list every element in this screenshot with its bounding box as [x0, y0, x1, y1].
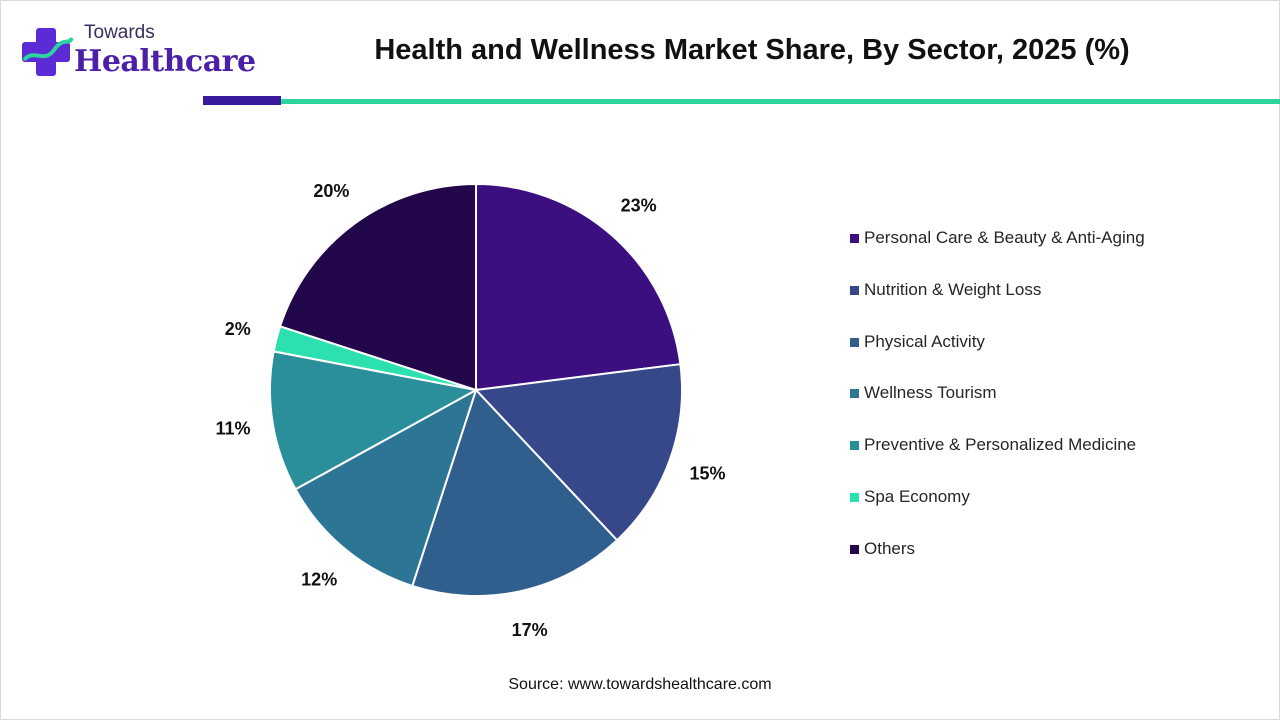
pie-slice-3: [294, 387, 478, 588]
pie-chart: 23% 15% 17% 12% 11% 2% 20%: [216, 181, 726, 640]
legend-label-3: Wellness Tourism: [864, 383, 997, 403]
pie-slice-6: [278, 182, 477, 392]
legend-label-6: Others: [864, 538, 916, 558]
brand-logo: Towards Healthcare: [18, 22, 256, 84]
pie-slice-0: [475, 182, 682, 392]
legend-item-4: Preventive & Personalized Medicine: [850, 433, 1250, 459]
legend-item-0: Personal Care & Beauty & Anti-Aging: [850, 226, 1250, 252]
legend-swatch-3: [850, 389, 859, 399]
pie-slice-2: [411, 388, 619, 597]
legend-label-4: Preventive & Personalized Medicine: [864, 435, 1137, 455]
legend-label-0: Personal Care & Beauty & Anti-Aging: [864, 228, 1145, 247]
legend-swatch-6: [850, 544, 859, 554]
pie-data-label-2: 17%: [512, 620, 548, 640]
legend-item-3: Wellness Tourism: [850, 381, 1250, 407]
pie-slice-4: [269, 350, 479, 491]
legend-swatch-4: [850, 441, 859, 451]
legend-swatch-1: [850, 285, 859, 295]
brand-line1: Towards: [84, 22, 155, 43]
pie-data-label-0: 23%: [621, 195, 657, 215]
accent-bar-green: [281, 99, 1280, 104]
chart-legend: Personal Care & Beauty & Anti-Aging Nutri…: [850, 226, 1250, 589]
legend-label-1: Nutrition & Weight Loss: [864, 279, 1042, 299]
legend-item-1: Nutrition & Weight Loss: [850, 278, 1250, 304]
pie-data-label-5: 2%: [225, 319, 251, 339]
legend-swatch-2: [850, 337, 859, 347]
legend-item-2: Physical Activity: [850, 330, 1250, 356]
pie-slice-1: [473, 363, 683, 542]
brand-line2: Healthcare: [74, 44, 256, 79]
legend-swatch-0: [850, 234, 859, 243]
legend-item-5: Spa Economy: [850, 485, 1250, 511]
pie-data-label-4: 11%: [216, 418, 251, 438]
accent-bar-purple: [203, 96, 281, 105]
chart-title: Health and Wellness Market Share, By Sec…: [374, 34, 1130, 66]
source-note: Source: www.towardshealthcare.com: [508, 676, 772, 693]
legend-label-2: Physical Activity: [864, 331, 985, 351]
legend-item-6: Others: [850, 537, 1250, 563]
legend-label-5: Spa Economy: [864, 486, 970, 506]
pie-data-label-3: 12%: [301, 570, 337, 590]
legend-swatch-5: [850, 492, 859, 502]
medical-cross-icon: [22, 28, 74, 76]
pie-data-label-1: 15%: [689, 463, 725, 483]
pie-data-label-6: 20%: [313, 181, 349, 201]
